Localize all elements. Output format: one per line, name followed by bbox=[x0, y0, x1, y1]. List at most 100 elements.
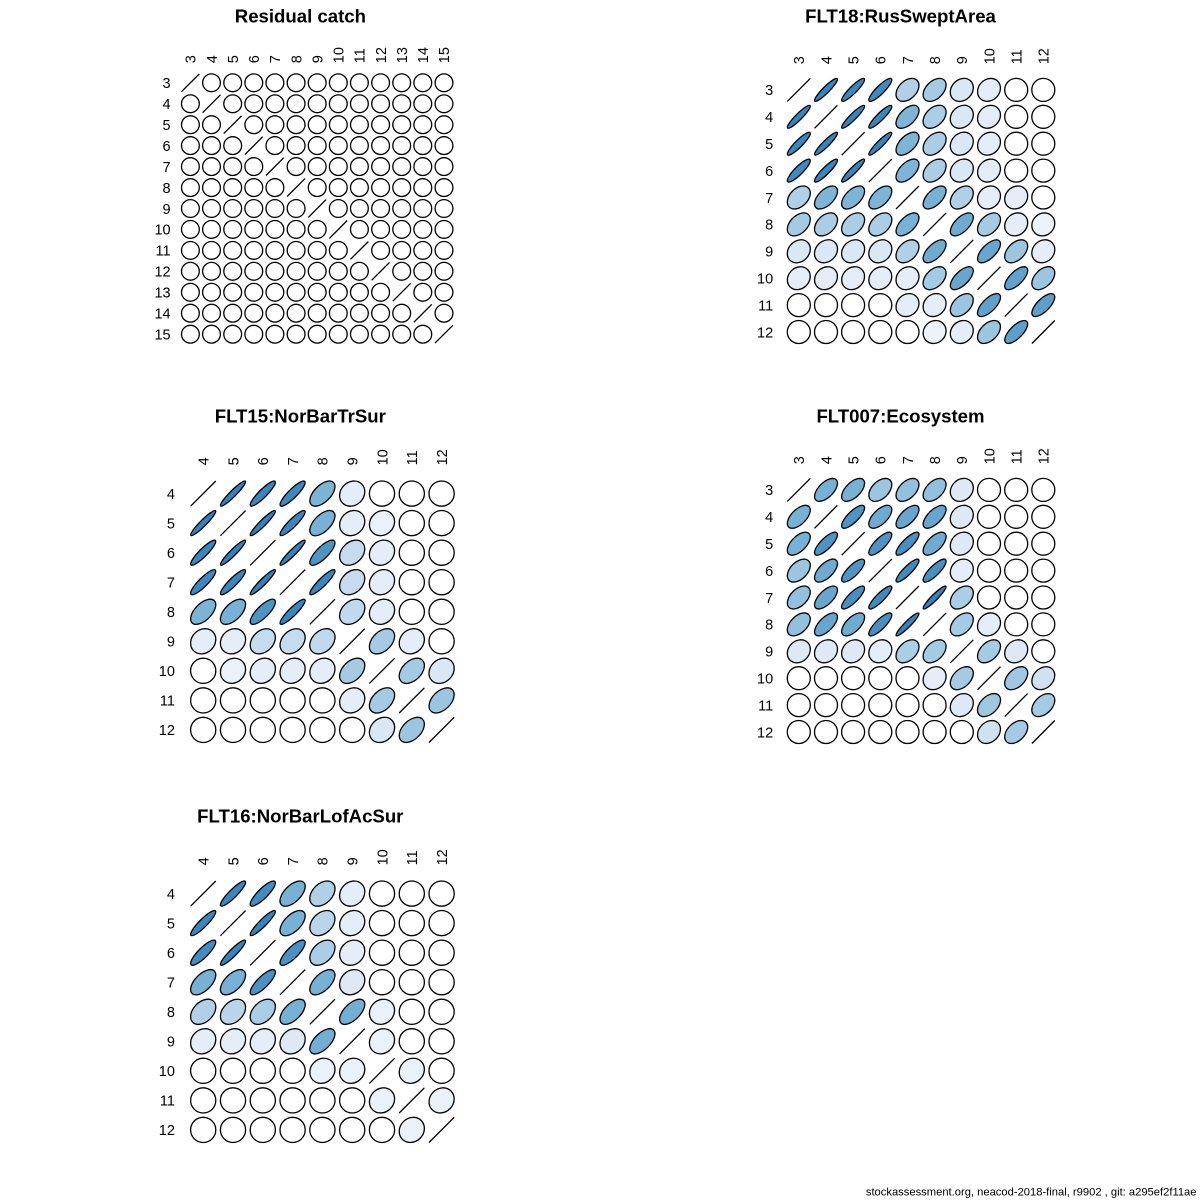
svg-text:11: 11 bbox=[160, 1094, 175, 1110]
svg-text:11: 11 bbox=[758, 298, 773, 314]
svg-text:7: 7 bbox=[268, 55, 284, 63]
svg-text:7: 7 bbox=[765, 591, 773, 607]
svg-text:4: 4 bbox=[819, 456, 835, 464]
svg-text:6: 6 bbox=[256, 457, 272, 465]
svg-text:5: 5 bbox=[226, 457, 242, 465]
svg-text:7: 7 bbox=[765, 191, 773, 207]
svg-text:11: 11 bbox=[1009, 449, 1025, 464]
svg-text:Residual catch: Residual catch bbox=[235, 6, 366, 27]
svg-text:10: 10 bbox=[757, 272, 773, 288]
svg-text:11: 11 bbox=[405, 450, 421, 465]
svg-text:9: 9 bbox=[765, 645, 773, 661]
svg-text:stockassessment.org, neacod-20: stockassessment.org, neacod-2018-final, … bbox=[866, 1187, 1197, 1199]
svg-text:3: 3 bbox=[765, 83, 773, 99]
svg-text:12: 12 bbox=[757, 325, 773, 341]
svg-text:FLT15:NorBarTrSur: FLT15:NorBarTrSur bbox=[215, 406, 386, 427]
svg-text:5: 5 bbox=[226, 857, 242, 865]
svg-text:5: 5 bbox=[163, 118, 171, 134]
svg-text:8: 8 bbox=[928, 56, 944, 64]
svg-text:3: 3 bbox=[163, 76, 171, 92]
svg-text:3: 3 bbox=[792, 456, 808, 464]
svg-text:4: 4 bbox=[765, 110, 773, 126]
svg-text:15: 15 bbox=[154, 328, 170, 344]
svg-text:6: 6 bbox=[256, 857, 272, 865]
svg-text:10: 10 bbox=[375, 849, 391, 865]
svg-text:5: 5 bbox=[765, 137, 773, 153]
svg-text:6: 6 bbox=[167, 946, 175, 962]
svg-text:13: 13 bbox=[154, 286, 170, 302]
svg-text:7: 7 bbox=[286, 857, 302, 865]
svg-text:13: 13 bbox=[395, 47, 411, 63]
svg-text:7: 7 bbox=[286, 457, 302, 465]
svg-text:6: 6 bbox=[874, 56, 890, 64]
svg-text:4: 4 bbox=[167, 487, 175, 503]
svg-text:3: 3 bbox=[792, 56, 808, 64]
svg-text:8: 8 bbox=[316, 457, 332, 465]
svg-text:5: 5 bbox=[846, 56, 862, 64]
svg-text:10: 10 bbox=[154, 223, 170, 239]
svg-text:11: 11 bbox=[405, 850, 421, 865]
svg-text:10: 10 bbox=[159, 1064, 175, 1080]
svg-text:11: 11 bbox=[160, 694, 175, 710]
svg-text:9: 9 bbox=[346, 857, 362, 865]
svg-text:4: 4 bbox=[205, 55, 221, 63]
svg-text:3: 3 bbox=[765, 483, 773, 499]
svg-text:7: 7 bbox=[167, 976, 175, 992]
svg-text:8: 8 bbox=[765, 218, 773, 234]
svg-text:7: 7 bbox=[167, 576, 175, 592]
svg-text:12: 12 bbox=[374, 47, 390, 63]
svg-text:10: 10 bbox=[982, 448, 998, 464]
svg-text:8: 8 bbox=[163, 181, 171, 197]
svg-text:FLT18:RusSweptArea: FLT18:RusSweptArea bbox=[805, 6, 996, 27]
svg-text:9: 9 bbox=[765, 245, 773, 261]
svg-text:11: 11 bbox=[353, 48, 369, 63]
svg-text:7: 7 bbox=[163, 160, 171, 176]
svg-text:9: 9 bbox=[167, 1035, 175, 1051]
svg-text:12: 12 bbox=[1037, 48, 1053, 64]
svg-text:6: 6 bbox=[163, 139, 171, 155]
svg-text:12: 12 bbox=[154, 265, 170, 281]
svg-text:12: 12 bbox=[435, 849, 451, 865]
svg-text:12: 12 bbox=[757, 725, 773, 741]
svg-text:10: 10 bbox=[159, 664, 175, 680]
svg-text:6: 6 bbox=[874, 456, 890, 464]
svg-text:14: 14 bbox=[416, 47, 432, 63]
svg-text:9: 9 bbox=[311, 55, 327, 63]
svg-text:8: 8 bbox=[765, 618, 773, 634]
svg-text:14: 14 bbox=[154, 307, 170, 323]
svg-text:10: 10 bbox=[982, 48, 998, 64]
svg-text:5: 5 bbox=[226, 55, 242, 63]
svg-text:FLT16:NorBarLofAcSur: FLT16:NorBarLofAcSur bbox=[197, 806, 403, 827]
svg-text:8: 8 bbox=[167, 605, 175, 621]
svg-text:8: 8 bbox=[167, 1005, 175, 1021]
svg-text:8: 8 bbox=[316, 857, 332, 865]
svg-text:12: 12 bbox=[159, 1123, 175, 1139]
svg-text:5: 5 bbox=[846, 456, 862, 464]
svg-text:9: 9 bbox=[346, 457, 362, 465]
svg-text:4: 4 bbox=[167, 887, 175, 903]
svg-text:9: 9 bbox=[955, 456, 971, 464]
svg-text:3: 3 bbox=[184, 55, 200, 63]
svg-text:11: 11 bbox=[1009, 49, 1025, 64]
svg-text:7: 7 bbox=[901, 456, 917, 464]
svg-text:5: 5 bbox=[167, 516, 175, 532]
svg-text:6: 6 bbox=[167, 546, 175, 562]
svg-text:4: 4 bbox=[197, 457, 213, 465]
svg-text:6: 6 bbox=[247, 55, 263, 63]
svg-text:11: 11 bbox=[758, 698, 773, 714]
svg-text:10: 10 bbox=[375, 449, 391, 465]
svg-text:15: 15 bbox=[437, 47, 453, 63]
svg-text:9: 9 bbox=[167, 635, 175, 651]
svg-text:4: 4 bbox=[765, 510, 773, 526]
svg-text:4: 4 bbox=[197, 857, 213, 865]
svg-text:12: 12 bbox=[159, 723, 175, 739]
svg-text:9: 9 bbox=[955, 56, 971, 64]
svg-text:4: 4 bbox=[819, 56, 835, 64]
svg-text:10: 10 bbox=[332, 47, 348, 63]
svg-text:12: 12 bbox=[1037, 448, 1053, 464]
svg-text:6: 6 bbox=[765, 164, 773, 180]
svg-text:5: 5 bbox=[765, 537, 773, 553]
svg-text:4: 4 bbox=[163, 97, 171, 113]
svg-text:6: 6 bbox=[765, 564, 773, 580]
svg-text:5: 5 bbox=[167, 916, 175, 932]
